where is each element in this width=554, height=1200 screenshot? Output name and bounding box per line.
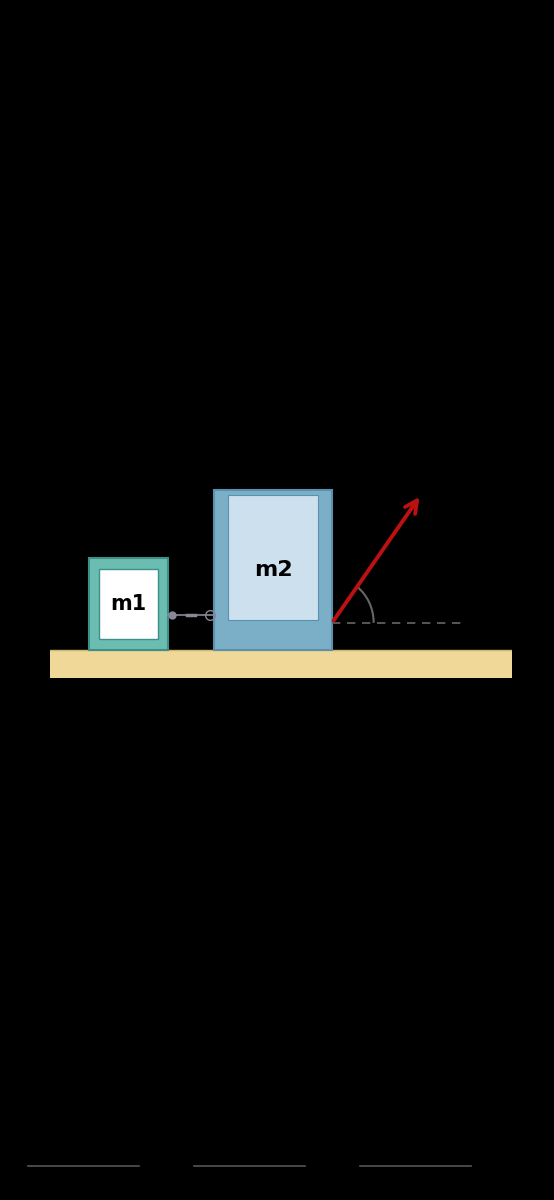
Bar: [214, 490, 332, 650]
Text: figure. Find the tension in the string in a unit: figure. Find the tension in the string i…: [40, 359, 459, 378]
Text: of Newton.: of Newton.: [40, 434, 141, 454]
Text: F: F: [383, 468, 399, 492]
Text: m2: m2: [254, 560, 293, 580]
Text: smooth horizontal surface as shown in the: smooth horizontal surface as shown in th…: [40, 284, 438, 302]
Bar: [228, 494, 318, 620]
Text: Two masses m₁=5 Kg and m₂=9 Kg are: Two masses m₁=5 Kg and m₂=9 Kg are: [40, 59, 416, 77]
Text: m1: m1: [110, 594, 147, 614]
Bar: [50, 650, 512, 678]
Text: F=27 N that makes an angle of 53º with a: F=27 N that makes an angle of 53º with a: [40, 209, 435, 228]
Text: connected with string and pulled with a force: connected with string and pulled with a …: [40, 133, 465, 152]
Text: θ: θ: [387, 590, 402, 610]
Bar: [89, 558, 168, 650]
Bar: [99, 569, 158, 640]
